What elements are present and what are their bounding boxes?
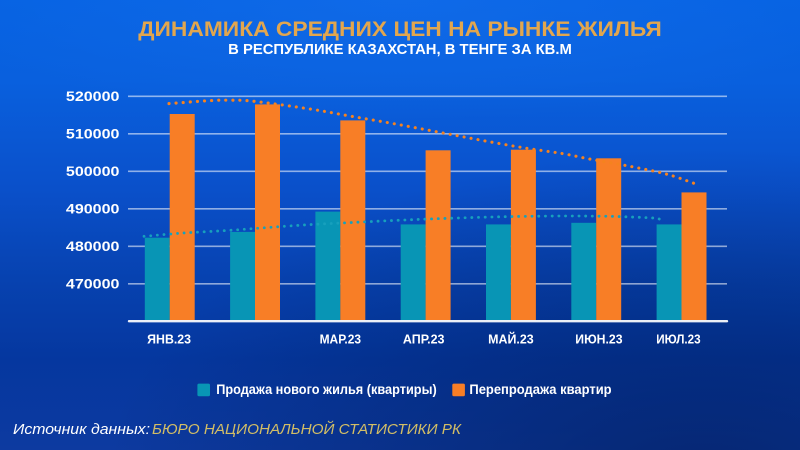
svg-text:В РЕСПУБЛИКЕ КАЗАХСТАН, В ТЕНГ: В РЕСПУБЛИКЕ КАЗАХСТАН, В ТЕНГЕ ЗА КВ.М: [228, 42, 572, 58]
svg-text:510000: 510000: [66, 127, 120, 142]
svg-text:490000: 490000: [66, 202, 120, 217]
svg-text:ЯНВ.23: ЯНВ.23: [147, 333, 191, 347]
svg-text:АПР.23: АПР.23: [403, 333, 445, 347]
svg-text:470000: 470000: [66, 277, 120, 292]
svg-text:ИЮН.23: ИЮН.23: [575, 333, 622, 347]
svg-text:Продажа нового жилья (квартиры: Продажа нового жилья (квартиры): [216, 382, 437, 397]
svg-text:ИЮЛ.23: ИЮЛ.23: [656, 333, 700, 347]
svg-text:500000: 500000: [66, 164, 120, 179]
svg-text:480000: 480000: [66, 239, 120, 254]
svg-text:520000: 520000: [66, 89, 120, 104]
svg-text:МАЙ.23: МАЙ.23: [488, 332, 534, 347]
svg-text:Перепродажа квартир: Перепродажа квартир: [469, 382, 611, 397]
svg-text:МАР.23: МАР.23: [320, 333, 361, 347]
svg-text:ДИНАМИКА СРЕДНИХ ЦЕН НА РЫНКЕ: ДИНАМИКА СРЕДНИХ ЦЕН НА РЫНКЕ ЖИЛЬЯ: [138, 17, 662, 41]
svg-text:Источник данных:БЮРО НАЦИОНАЛЬ: Источник данных: БЮРО НАЦИОНАЛЬНОЙ СТАТИС…: [13, 420, 463, 438]
